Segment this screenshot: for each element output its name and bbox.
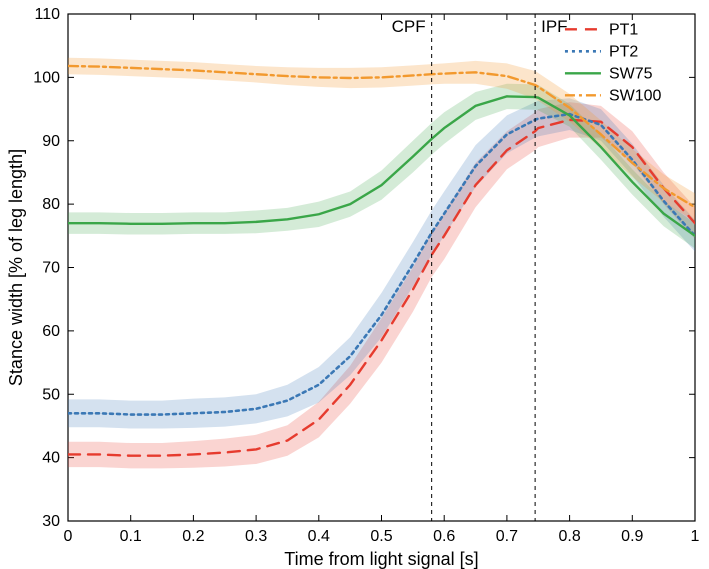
svg-text:60: 60: [42, 323, 60, 340]
svg-text:80: 80: [42, 196, 60, 213]
svg-text:90: 90: [42, 133, 60, 150]
svg-text:110: 110: [34, 6, 60, 23]
chart-svg: 0 0.1 0.2 0.3 0.4 0.5 0.6 0.7 0.8 0.9 1 30 40 50 60 70 8…: [0, 0, 709, 569]
svg-text:0.7: 0.7: [496, 528, 518, 545]
svg-text:50: 50: [42, 386, 60, 403]
legend-label-pt1: PT1: [609, 21, 638, 38]
svg-text:0.6: 0.6: [433, 528, 455, 545]
y-axis-label: Stance width [% of leg length]: [6, 149, 26, 386]
svg-text:1: 1: [691, 528, 700, 545]
marker-label-cpf: CPF: [392, 17, 426, 36]
svg-text:0: 0: [64, 528, 73, 545]
legend-label-sw75: SW75: [609, 65, 653, 82]
svg-text:70: 70: [42, 260, 60, 277]
x-axis-label: Time from light signal [s]: [284, 549, 478, 569]
svg-text:0.2: 0.2: [182, 528, 204, 545]
svg-text:40: 40: [42, 450, 60, 467]
svg-text:100: 100: [33, 69, 60, 86]
svg-text:0.3: 0.3: [245, 528, 267, 545]
legend-label-sw100: SW100: [609, 87, 662, 104]
svg-text:0.8: 0.8: [558, 528, 580, 545]
svg-text:30: 30: [42, 513, 60, 530]
svg-text:0.1: 0.1: [120, 528, 142, 545]
svg-text:0.4: 0.4: [308, 528, 330, 545]
stance-width-chart: 0 0.1 0.2 0.3 0.4 0.5 0.6 0.7 0.8 0.9 1 30 40 50 60 70 8…: [0, 0, 709, 569]
marker-label-ipf: IPF: [541, 17, 567, 36]
legend-label-pt2: PT2: [609, 43, 638, 60]
svg-text:0.5: 0.5: [370, 528, 392, 545]
svg-text:0.9: 0.9: [621, 528, 643, 545]
